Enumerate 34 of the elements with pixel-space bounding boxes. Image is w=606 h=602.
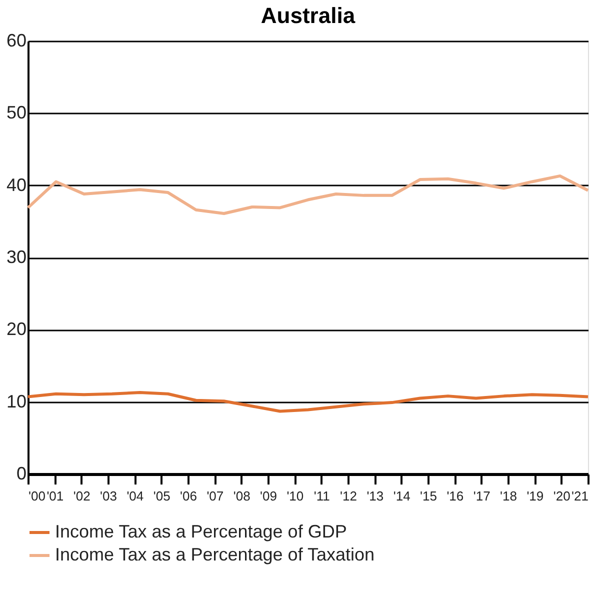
y-tick-label: 30 xyxy=(6,247,26,267)
x-tick-label: '19 xyxy=(526,488,544,504)
chart-title: Australia xyxy=(260,3,356,28)
y-tick-label: 0 xyxy=(16,464,26,484)
x-tick-label: '04 xyxy=(126,488,144,504)
x-tick-label: '11 xyxy=(314,488,330,504)
x-tick-label: '01 xyxy=(46,488,64,504)
x-tick-label: '06 xyxy=(180,488,197,504)
x-tick-label: '15 xyxy=(420,488,437,504)
x-tick-label: '12 xyxy=(340,488,357,504)
x-tick-label: '18 xyxy=(500,488,517,504)
legend-label: Income Tax as a Percentage of GDP xyxy=(55,522,347,542)
line-series xyxy=(26,174,590,215)
x-tick-label: '03 xyxy=(100,488,117,504)
x-tick-label: '13 xyxy=(366,488,384,504)
y-tick-label: 40 xyxy=(6,174,26,195)
x-tick-label: '21 xyxy=(572,488,588,504)
x-tick-label: '08 xyxy=(233,488,250,504)
legend-label: Income Tax as a Percentage of Taxation xyxy=(55,544,375,564)
x-tick-label: '00 xyxy=(28,488,46,504)
x-tick-label: '14 xyxy=(393,488,410,504)
x-tick-label: '07 xyxy=(206,488,224,504)
x-tick-label: '05 xyxy=(153,488,170,504)
y-tick-label: 60 xyxy=(6,30,26,50)
x-tick-label: '20 xyxy=(553,488,570,504)
x-tick-label: '09 xyxy=(260,488,277,504)
x-tick-label: '02 xyxy=(73,488,90,504)
y-tick-label: 20 xyxy=(6,319,26,340)
x-tick-label: '17 xyxy=(473,488,490,504)
x-tick-label: '10 xyxy=(286,488,304,504)
y-tick-label: 50 xyxy=(6,102,26,123)
line-series xyxy=(26,390,590,413)
x-tick-label: '16 xyxy=(446,488,464,504)
y-tick-label: 10 xyxy=(6,391,26,412)
